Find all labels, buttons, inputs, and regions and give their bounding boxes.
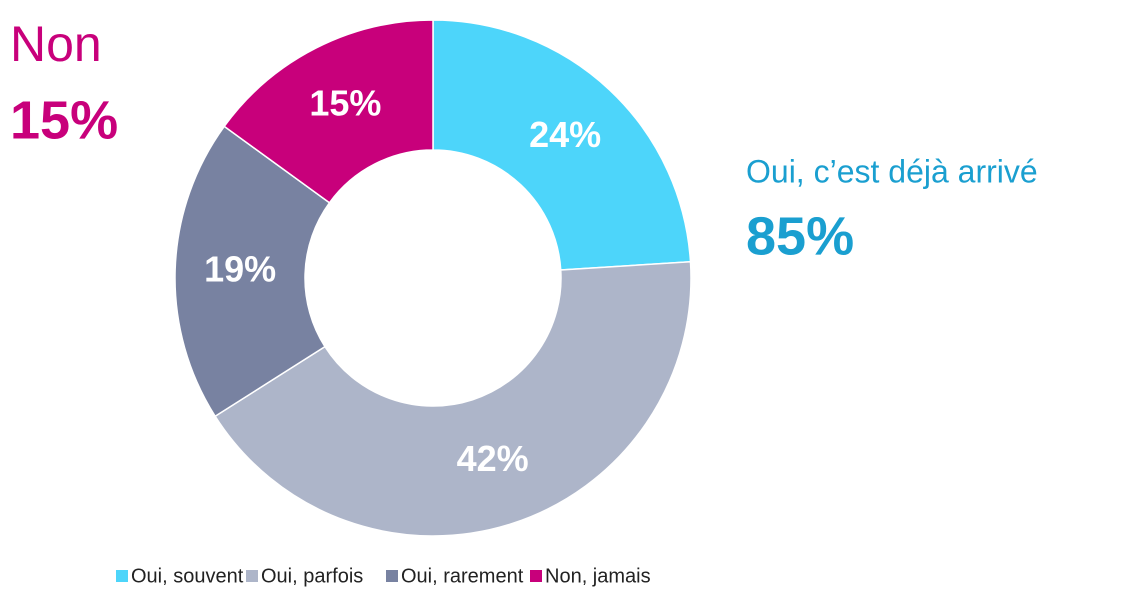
legend-label: Oui, rarement (401, 565, 524, 587)
slice (214, 261, 692, 537)
legend-label: Oui, parfois (261, 565, 363, 587)
data-label: 42% (457, 438, 529, 479)
data-label: 15% (309, 83, 381, 124)
data-label: 24% (529, 114, 601, 155)
slice (223, 19, 434, 204)
legend-swatch (116, 570, 128, 582)
annotation-value: 85% (746, 206, 854, 266)
slice (174, 125, 331, 418)
legend-label: Non, jamais (545, 565, 651, 587)
annotation-text: Oui, c’est déjà arrivé (746, 153, 1038, 189)
annotation-text: Non (10, 16, 102, 72)
slice (432, 19, 692, 271)
legend-swatch (246, 570, 258, 582)
legend-swatch (386, 570, 398, 582)
legend-swatch (530, 570, 542, 582)
legend-label: Oui, souvent (131, 565, 244, 587)
annotation-value: 15% (10, 90, 118, 150)
data-label: 19% (204, 248, 276, 289)
